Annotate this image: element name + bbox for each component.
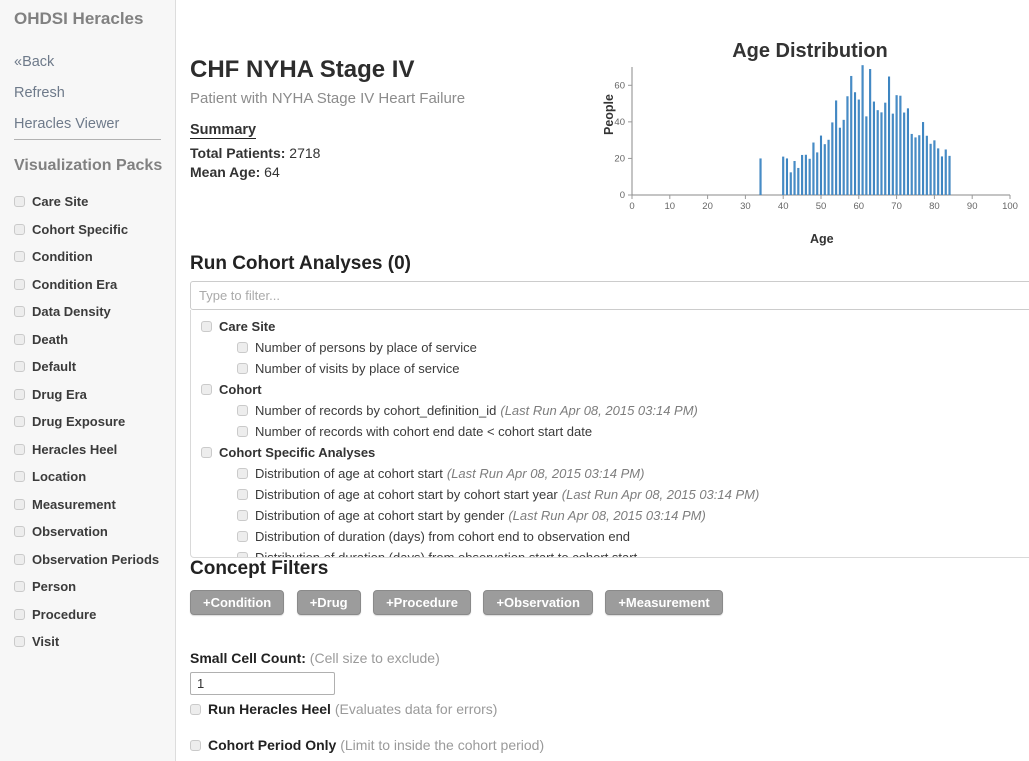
svg-text:50: 50	[816, 201, 827, 212]
svg-text:40: 40	[778, 201, 789, 212]
svg-text:0: 0	[620, 190, 625, 201]
svg-text:100: 100	[1002, 201, 1018, 212]
svg-text:30: 30	[740, 201, 751, 212]
svg-text:80: 80	[929, 201, 940, 212]
svg-text:60: 60	[854, 201, 865, 212]
svg-text:10: 10	[665, 201, 676, 212]
svg-text:90: 90	[967, 201, 978, 212]
svg-text:0: 0	[629, 201, 634, 212]
svg-text:20: 20	[614, 153, 625, 164]
svg-text:70: 70	[891, 201, 902, 212]
svg-text:60: 60	[614, 80, 625, 91]
svg-text:20: 20	[702, 201, 713, 212]
svg-text:40: 40	[614, 117, 625, 128]
